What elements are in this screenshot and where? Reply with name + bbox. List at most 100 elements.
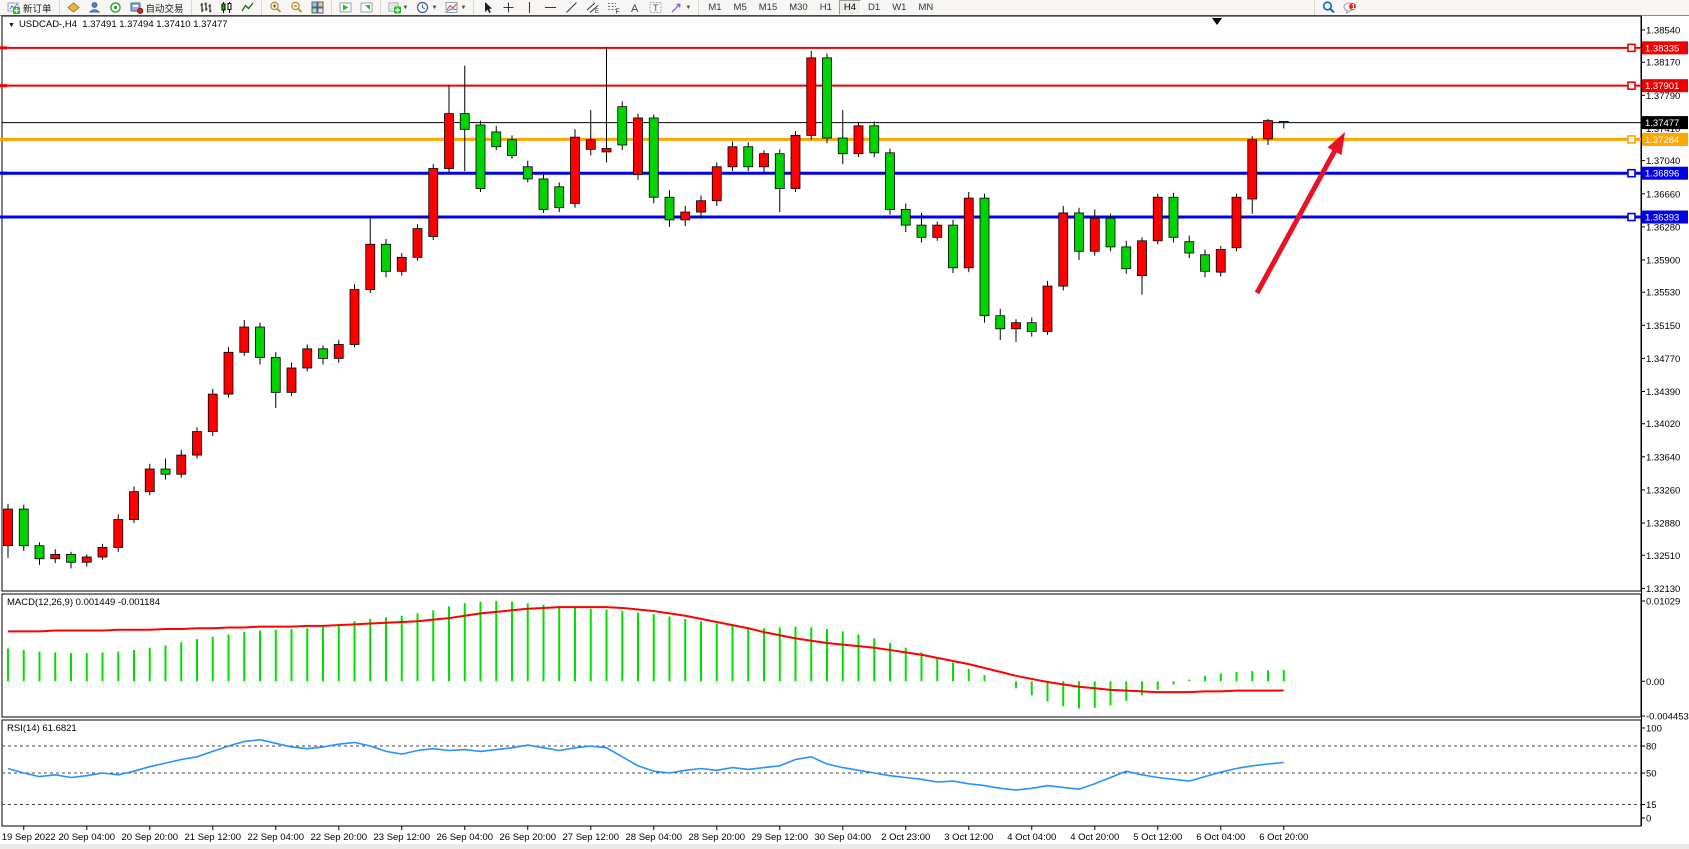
vertical-line-tool-button[interactable] <box>520 0 539 15</box>
candle <box>1152 196 1163 242</box>
hline-right-marker[interactable] <box>1627 43 1636 53</box>
navigator-icon[interactable] <box>106 0 125 15</box>
candle <box>696 200 706 213</box>
candle <box>1231 196 1242 249</box>
candle <box>554 186 565 209</box>
candle <box>1168 196 1179 238</box>
zoom-in-button[interactable] <box>266 0 285 15</box>
candle <box>239 326 250 353</box>
chart-shift-marker[interactable] <box>1212 18 1222 25</box>
line-chart-mode-button[interactable] <box>238 0 257 15</box>
timeframe-m1-button[interactable]: M1 <box>708 2 722 13</box>
hline-left-marker <box>0 46 7 50</box>
cursor-tool-button[interactable] <box>478 0 497 15</box>
candle <box>507 139 517 156</box>
crosshair-tool-button[interactable] <box>499 0 518 15</box>
candle <box>995 315 1006 330</box>
price-badge <box>1642 166 1688 180</box>
trendline-tool-button[interactable] <box>562 0 581 15</box>
candle <box>349 289 360 345</box>
candlestick-mode-button[interactable] <box>217 0 236 15</box>
candle <box>365 243 376 290</box>
candle <box>333 344 344 359</box>
timeframe-w1-button[interactable]: W1 <box>892 2 907 13</box>
shapes-tool-button[interactable]: ▼ <box>667 0 694 15</box>
horizontal-line-tool-button[interactable] <box>541 0 560 15</box>
timeframe-m30-button[interactable]: M30 <box>789 2 808 13</box>
fibonacci-tool-button[interactable]: F <box>604 0 623 15</box>
chevron-down-icon[interactable]: ▼ <box>402 4 409 11</box>
price-axis-label: 1.37790 <box>1646 91 1680 102</box>
scroll-to-end-button[interactable] <box>336 0 355 15</box>
notifications-button[interactable]: 1 <box>1340 0 1359 15</box>
label-tool-icon: T <box>649 2 662 13</box>
price-axis-label: 1.37040 <box>1646 156 1680 167</box>
macd-axis-label: -0.004453 <box>1646 711 1689 722</box>
timeframe-m15-button[interactable]: M15 <box>758 2 778 13</box>
window-bottom-strip <box>0 844 1689 849</box>
candle <box>585 139 596 150</box>
text-tool-button[interactable]: A <box>625 0 644 15</box>
hline-right-marker[interactable] <box>1627 168 1636 178</box>
new-chart-button[interactable]: ▼ <box>385 0 412 15</box>
candle <box>759 153 769 168</box>
rsi-pane[interactable] <box>1 719 1642 827</box>
period-button[interactable]: ▼ <box>413 0 440 15</box>
timeframe-m5-button[interactable]: M5 <box>733 2 747 13</box>
toolbar-group: M1 M5 M15 M30 H1 H4 D1 W1 MN <box>698 0 942 15</box>
data-window-icon[interactable] <box>85 0 104 15</box>
zoom-out-button[interactable] <box>287 0 306 15</box>
candle <box>113 519 124 548</box>
new-order-button[interactable]: 新订单 <box>4 0 55 15</box>
time-axis-label: 2 Oct 23:00 <box>881 832 930 843</box>
hline-right-marker[interactable] <box>1627 135 1636 144</box>
trendline-tool-icon <box>566 2 578 13</box>
price-badge-label: 1.38335 <box>1645 43 1679 54</box>
price-badge <box>1642 116 1688 130</box>
candle <box>176 454 187 475</box>
candle <box>900 209 911 226</box>
symbol-period-label: USDCAD-,H4 <box>18 19 77 30</box>
price-badge-label: 1.37284 <box>1645 135 1679 146</box>
timeframe-h4-button[interactable]: H4 <box>838 0 862 15</box>
price-axis-label: 1.33260 <box>1646 485 1680 496</box>
market-watch-icon[interactable] <box>64 0 83 15</box>
bar-chart-mode-button[interactable] <box>196 0 215 15</box>
horizontal-line-tool-icon <box>545 7 557 8</box>
main-pane[interactable] <box>1 15 1642 592</box>
quote-ohlc-label: 1.37491 1.37494 1.37410 1.37477 <box>82 19 228 30</box>
candle <box>1137 240 1147 277</box>
candle <box>97 547 108 558</box>
time-axis-label: 3 Oct 12:00 <box>944 832 993 843</box>
candle <box>475 124 486 189</box>
candle <box>1200 254 1210 272</box>
trend-arrow-annotation[interactable] <box>1254 144 1340 295</box>
timeframe-h1-button[interactable]: H1 <box>819 2 832 13</box>
trend-arrow-head[interactable] <box>1327 132 1345 156</box>
chevron-down-icon[interactable]: ▼ <box>460 4 467 11</box>
tile-windows-button[interactable] <box>308 0 327 15</box>
hline-right-marker[interactable] <box>1627 212 1636 222</box>
price-badge-label: 1.36393 <box>1645 213 1679 224</box>
template-button[interactable]: ▼ <box>442 0 469 15</box>
hline-right-marker[interactable] <box>1627 81 1636 90</box>
time-axis-label: 28 Sep 20:00 <box>688 832 745 843</box>
chevron-down-icon[interactable]: ▼ <box>431 4 438 11</box>
timeframe-d1-button[interactable]: D1 <box>868 2 881 13</box>
channel-tool-button[interactable]: E <box>583 0 602 15</box>
search-button[interactable] <box>1319 0 1338 15</box>
autotrading-button[interactable]: 自动交易 <box>127 0 187 15</box>
timeframe-mn-button[interactable]: MN <box>918 2 934 13</box>
candle <box>774 153 785 189</box>
macd-pane[interactable] <box>1 593 1642 718</box>
price-axis-label: 1.32130 <box>1646 584 1680 595</box>
candle <box>270 357 281 393</box>
candle <box>381 243 391 272</box>
chart-shift-button[interactable] <box>357 0 376 15</box>
hline-left-marker <box>0 137 7 141</box>
label-tool-button[interactable]: T <box>646 0 665 15</box>
collapse-icon[interactable]: ▼ <box>8 22 15 29</box>
chevron-down-icon[interactable]: ▼ <box>685 4 692 11</box>
rsi-axis-label: 80 <box>1646 742 1657 753</box>
